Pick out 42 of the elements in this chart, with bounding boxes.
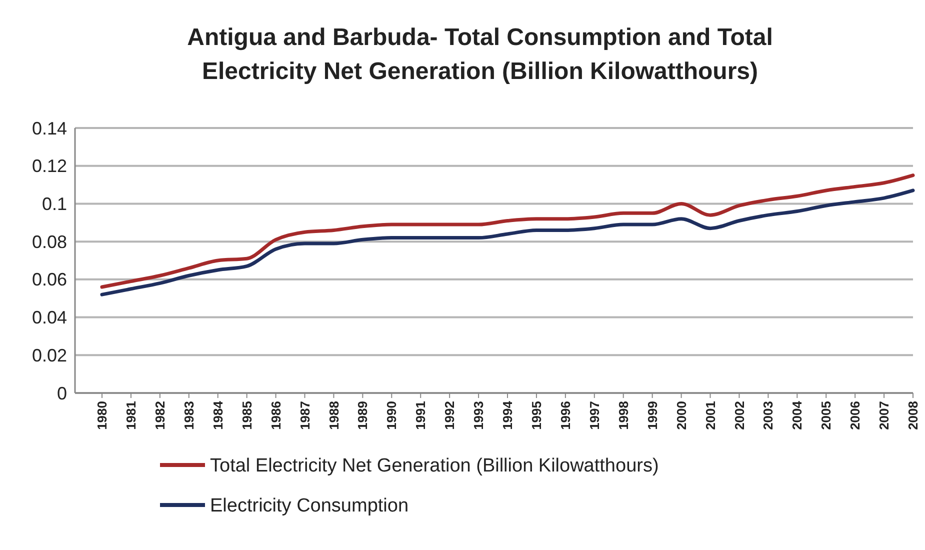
x-tick-label: 2003 xyxy=(760,401,776,430)
x-tick-label: 2007 xyxy=(876,401,892,430)
y-tick-label: 0.12 xyxy=(32,156,67,176)
x-tick-label: 1985 xyxy=(239,401,254,430)
x-tick-label: 2004 xyxy=(790,400,805,430)
x-tick-label: 1999 xyxy=(644,401,660,430)
y-tick-label: 0.02 xyxy=(32,345,67,366)
x-tick-label: 1995 xyxy=(529,401,544,430)
x-tick-label: 2002 xyxy=(732,401,747,430)
x-tick-label: 2000 xyxy=(674,401,689,430)
legend-label: Electricity Consumption xyxy=(210,496,409,517)
x-tick-label: 1982 xyxy=(152,401,168,430)
legend-label: Total Electricity Net Generation (Billion Kilowatthours) xyxy=(210,456,659,477)
x-tick-label: 1988 xyxy=(326,401,342,430)
x-tick-label: 2008 xyxy=(906,401,921,430)
chart-title: Antigua and Barbuda- Total Consumption and Total Electricity Net Generation (Billion Kilowatthours) xyxy=(187,24,773,85)
x-tick-label: 1984 xyxy=(210,400,226,430)
x-tick-label: 1983 xyxy=(181,401,196,430)
y-tick-label: 0.08 xyxy=(32,232,67,252)
x-tick-label: 1980 xyxy=(94,401,110,430)
x-tick-label: 1993 xyxy=(471,401,486,430)
x-tick-label: 1989 xyxy=(355,401,370,430)
x-tick-label: 1981 xyxy=(124,401,139,430)
x-tick-label: 2001 xyxy=(702,401,718,430)
line-series xyxy=(100,174,915,289)
y-tick-label: 0 xyxy=(56,383,67,404)
x-tick-label: 1986 xyxy=(268,401,284,430)
x-tick-label: 1991 xyxy=(413,401,428,430)
y-tick-label: 0.14 xyxy=(32,118,67,138)
x-tick-label: 2006 xyxy=(848,401,863,430)
y-tick-label: 0.04 xyxy=(32,308,67,328)
line-series xyxy=(100,188,915,296)
y-tick-label: 0.06 xyxy=(32,270,67,290)
x-tick-label: 1997 xyxy=(586,401,602,430)
x-tick-label: 1994 xyxy=(500,400,516,430)
x-tick-label: 1998 xyxy=(616,401,631,430)
x-tick-label: 1990 xyxy=(384,401,400,430)
y-tick-label: 0.1 xyxy=(42,194,67,214)
x-tick-label: 1996 xyxy=(558,401,573,430)
x-tick-label: 2005 xyxy=(818,401,834,430)
x-tick-label: 1992 xyxy=(442,401,458,430)
x-tick-label: 1987 xyxy=(297,401,312,430)
